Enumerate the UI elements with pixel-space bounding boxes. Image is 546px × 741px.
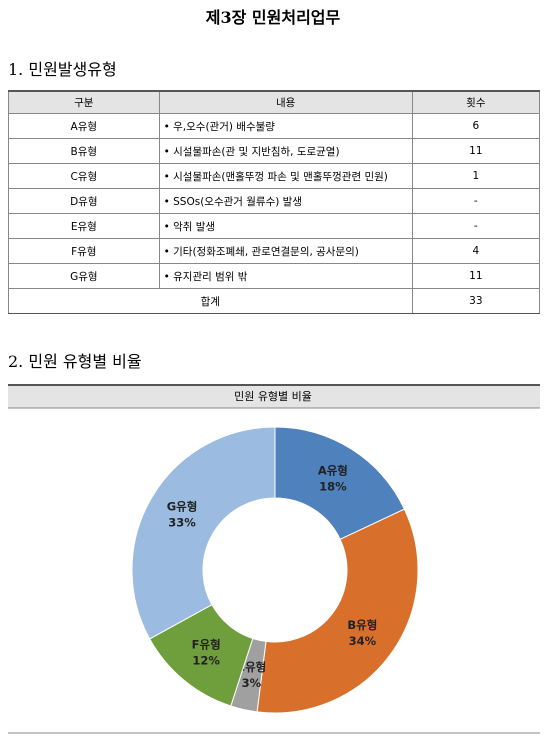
chart-title: 민원 유형별 비율 xyxy=(234,390,312,403)
cell: • 시설물파손(맨홀뚜껑 파손 및 맨홀뚜껑관련 민원) xyxy=(158,163,413,189)
section-heading: 1. 민원발생유형 xyxy=(8,60,117,79)
cell: 6 xyxy=(411,113,541,139)
cell: - xyxy=(411,213,541,239)
cell: 1 xyxy=(411,163,541,189)
cell: • 유지관리 범위 밖 xyxy=(158,263,413,289)
cell: G유형 xyxy=(8,263,160,289)
cell: C유형 xyxy=(8,163,160,189)
header-cell: 내용 xyxy=(158,90,413,114)
row: G유형 • 유지관리 범위 밖 11 xyxy=(8,263,541,289)
cell: F유형 xyxy=(8,238,160,264)
cell: 합계 xyxy=(8,288,413,314)
donut-slice xyxy=(256,508,419,714)
page-title: 제3장 민원처리업무 xyxy=(205,8,341,27)
slice-label: F유형 xyxy=(192,638,221,652)
row: B유형 • 시설물파손(관 및 지반침하, 도로균열) 11 xyxy=(8,138,541,164)
donut-slice xyxy=(274,426,406,541)
cell: 33 xyxy=(411,288,541,314)
row: A유형 • 우,오수(관거) 배수불량 6 xyxy=(8,113,541,139)
cell: • SSOs(오수관거 월류수) 발생 xyxy=(158,188,413,214)
section-heading: 2. 민원 유형별 비율 xyxy=(8,352,142,371)
cell: E유형 xyxy=(8,213,160,239)
slice-value: 12% xyxy=(192,654,220,668)
header-row: 구분 내용 횟수 xyxy=(8,90,541,114)
cell: • 악취 발생 xyxy=(158,213,413,239)
donut-slice xyxy=(131,426,276,640)
cell: 11 xyxy=(411,138,541,164)
cell: - xyxy=(411,188,541,214)
header-cell: 구분 xyxy=(8,90,160,114)
slice-value: 18% xyxy=(319,479,347,493)
cell: 4 xyxy=(411,238,541,264)
slice-label: G유형 xyxy=(167,500,198,514)
slice-label: A유형 xyxy=(318,463,348,477)
total-row: 합계 33 xyxy=(8,288,541,314)
header-cell: 횟수 xyxy=(411,90,541,114)
slice-value: 3% xyxy=(242,676,262,690)
cell: D유형 xyxy=(8,188,160,214)
cell: B유형 xyxy=(8,138,160,164)
row: E유형 • 악취 발생 - xyxy=(8,213,541,239)
cell: • 우,오수(관거) 배수불량 xyxy=(158,113,413,139)
row: C유형 • 시설물파손(맨홀뚜껑 파손 및 맨홀뚜껑관련 민원) 1 xyxy=(8,163,541,189)
row: D유형 • SSOs(오수관거 월류수) 발생 - xyxy=(8,188,541,214)
table: 구분 내용 횟수 A유형 • 우,오수(관거) 배수불량 6 B유형 • 시설물파손(관 및 … xyxy=(8,90,541,314)
cell: • 기타(정화조폐쇄, 관로연결문의, 공사문의) xyxy=(158,238,413,264)
chart-header xyxy=(8,385,540,408)
cell: • 시설물파손(관 및 지반침하, 도로균열) xyxy=(158,138,413,164)
cell: 11 xyxy=(411,263,541,289)
cell: A유형 xyxy=(8,113,160,139)
slice-value: 33% xyxy=(168,516,196,530)
row: F유형 • 기타(정화조폐쇄, 관로연결문의, 공사문의) 4 xyxy=(8,238,541,264)
slice-label: B유형 xyxy=(347,618,377,632)
slice-value: 34% xyxy=(349,634,377,648)
